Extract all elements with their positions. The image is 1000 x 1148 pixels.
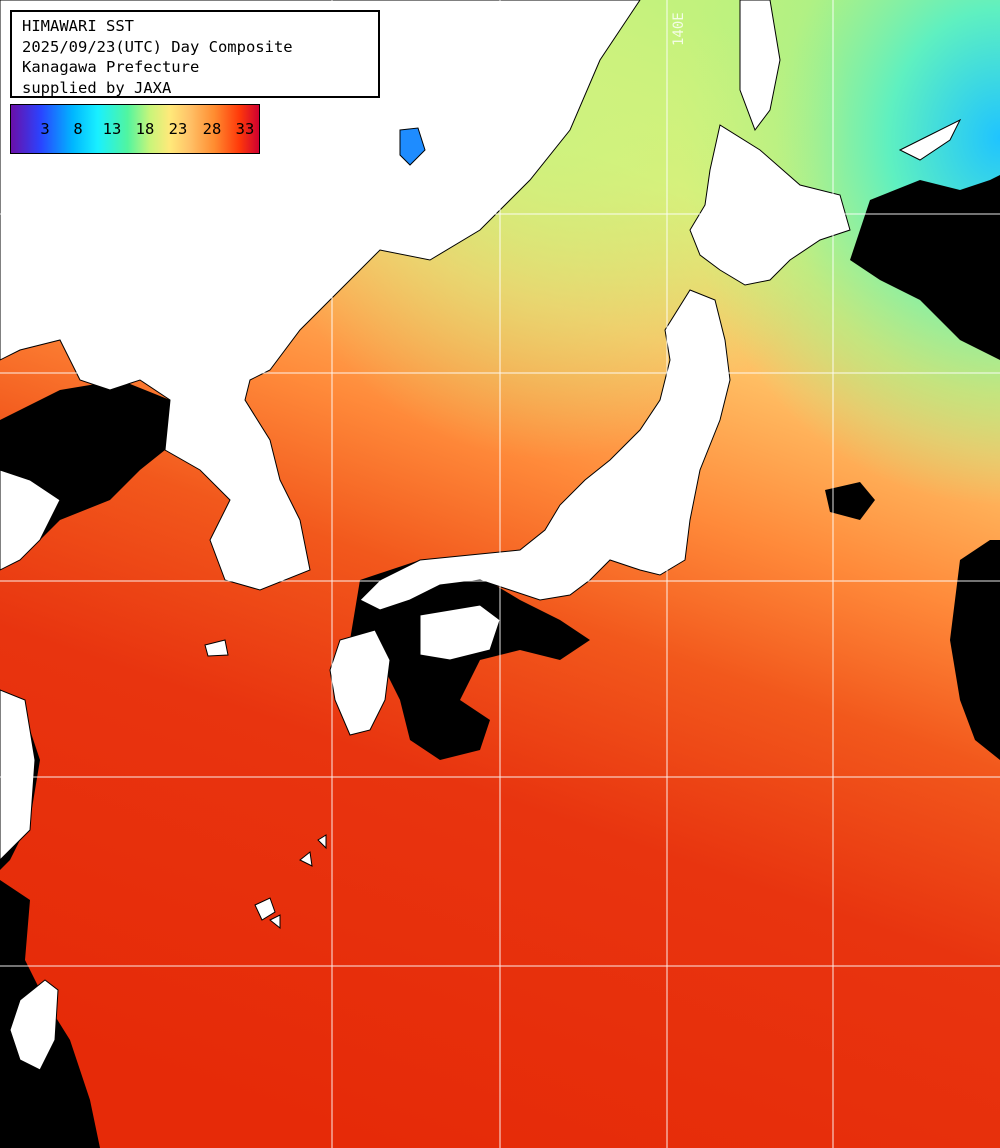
composite-date: 2025/09/23(UTC) Day Composite — [22, 37, 293, 56]
legend-tick: 3 — [40, 120, 50, 138]
temperature-color-legend: 3 8 13 18 23 28 33 — [10, 104, 260, 154]
data-supplier: supplied by JAXA — [22, 78, 172, 97]
map-info-box: HIMAWARI SST 2025/09/23(UTC) Day Composi… — [10, 10, 380, 98]
land-hokkaido — [689, 124, 851, 286]
meridian-label-140e: 140E — [671, 12, 687, 46]
land-sakhalin — [739, 0, 781, 132]
legend-tick: 13 — [102, 120, 122, 138]
legend-tick: 28 — [202, 120, 222, 138]
legend-tick: 23 — [168, 120, 188, 138]
legend-tick: 18 — [135, 120, 155, 138]
land-china-coast — [0, 469, 61, 571]
source-prefecture: Kanagawa Prefecture — [22, 58, 200, 76]
land-taiwan — [9, 979, 59, 1071]
legend-tick: 33 — [235, 120, 255, 138]
land-honshu — [359, 289, 731, 611]
product-title: HIMAWARI SST — [22, 17, 134, 35]
land-shikoku — [419, 604, 501, 661]
legend-tick: 8 — [73, 120, 83, 138]
